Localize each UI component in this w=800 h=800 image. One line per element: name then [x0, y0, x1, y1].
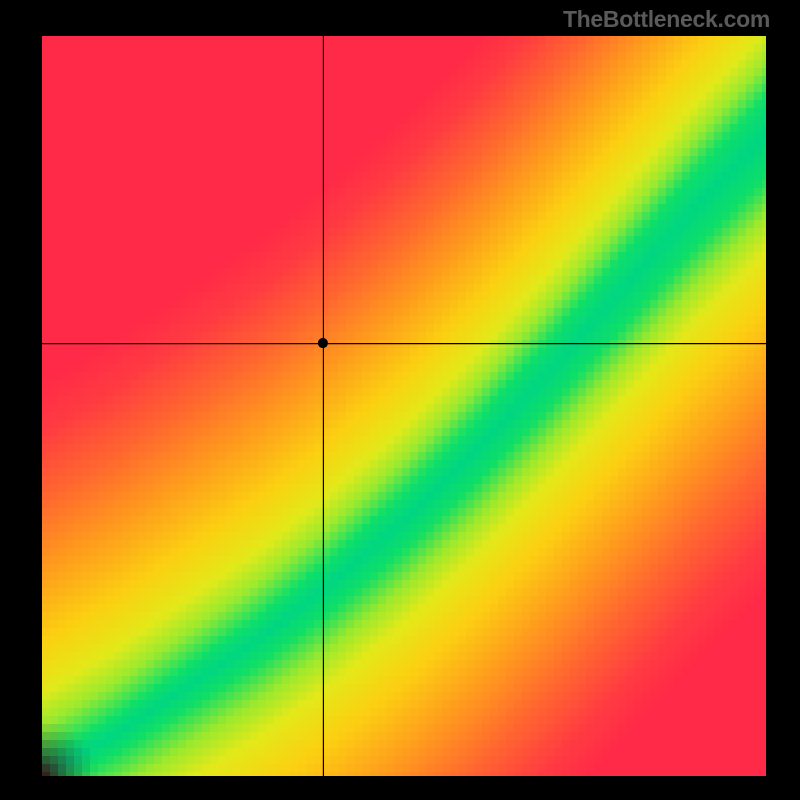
figure-container: { "watermark": { "text": "TheBottleneck.… — [0, 0, 800, 800]
plot-area — [42, 36, 766, 776]
heatmap-canvas — [42, 36, 766, 776]
watermark-text: TheBottleneck.com — [563, 6, 770, 33]
